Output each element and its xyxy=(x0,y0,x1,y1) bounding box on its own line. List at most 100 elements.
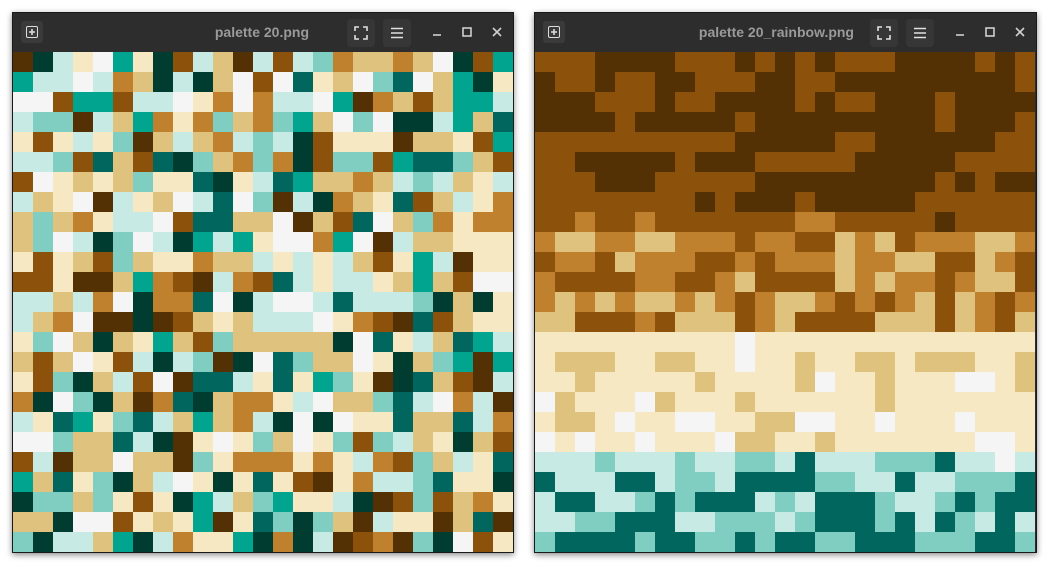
pixel xyxy=(955,312,975,332)
pixel xyxy=(975,492,995,512)
pixel xyxy=(93,352,113,372)
pixel xyxy=(695,272,715,292)
pixel xyxy=(595,312,615,332)
pixel xyxy=(815,152,835,172)
pixel xyxy=(353,332,373,352)
pixel xyxy=(13,112,33,132)
pixel xyxy=(955,72,975,92)
fullscreen-button[interactable] xyxy=(347,19,375,47)
pixel xyxy=(875,412,895,432)
fullscreen-icon xyxy=(877,26,891,40)
pixel xyxy=(615,332,635,352)
pixel xyxy=(393,412,413,432)
pixel xyxy=(333,52,353,72)
pixel xyxy=(535,532,555,552)
menu-button[interactable] xyxy=(906,19,934,47)
pixel xyxy=(935,172,955,192)
pixel xyxy=(353,352,373,372)
image-canvas-rainbow[interactable] xyxy=(535,52,1035,552)
close-button[interactable] xyxy=(487,22,507,42)
pixel xyxy=(33,372,53,392)
pixel xyxy=(253,212,273,232)
pixel xyxy=(755,252,775,272)
pixel xyxy=(93,132,113,152)
pixel xyxy=(333,132,353,152)
pixel xyxy=(655,212,675,232)
pixel xyxy=(655,272,675,292)
pixel xyxy=(373,492,393,512)
pixel xyxy=(555,392,575,412)
pixel xyxy=(1015,532,1035,552)
pixel xyxy=(815,372,835,392)
pixel xyxy=(1015,492,1035,512)
title-bar[interactable]: palette 20_rainbow.png xyxy=(535,13,1036,52)
pixel xyxy=(635,72,655,92)
menu-button[interactable] xyxy=(383,19,411,47)
pixel xyxy=(293,392,313,412)
pixel xyxy=(535,492,555,512)
pixel xyxy=(333,152,353,172)
pixel xyxy=(253,352,273,372)
pixel xyxy=(715,132,735,152)
pixel xyxy=(53,532,73,552)
pixel xyxy=(715,412,735,432)
pixel xyxy=(53,472,73,492)
pixel xyxy=(353,292,373,312)
pixel xyxy=(675,512,695,532)
pixel xyxy=(895,452,915,472)
pixel xyxy=(555,492,575,512)
pixel xyxy=(915,452,935,472)
pixel xyxy=(353,52,373,72)
pixel xyxy=(715,372,735,392)
pixel xyxy=(13,192,33,212)
pixel xyxy=(133,192,153,212)
pixel xyxy=(735,312,755,332)
pixel xyxy=(855,352,875,372)
new-tab-button[interactable] xyxy=(543,21,565,43)
pixel xyxy=(133,292,153,312)
pixel xyxy=(935,332,955,352)
close-button[interactable] xyxy=(1010,22,1030,42)
pixel xyxy=(193,472,213,492)
pixel xyxy=(715,492,735,512)
fullscreen-button[interactable] xyxy=(870,19,898,47)
pixel xyxy=(715,72,735,92)
pixel xyxy=(735,172,755,192)
pixel xyxy=(695,412,715,432)
pixel xyxy=(353,432,373,452)
pixel xyxy=(735,332,755,352)
pixel xyxy=(895,232,915,252)
minimize-button[interactable] xyxy=(427,22,447,42)
minimize-button[interactable] xyxy=(950,22,970,42)
pixel xyxy=(775,312,795,332)
pixel xyxy=(493,532,513,552)
pixel xyxy=(453,132,473,152)
pixel xyxy=(1015,392,1035,412)
pixel xyxy=(595,532,615,552)
maximize-button[interactable] xyxy=(457,22,477,42)
pixel xyxy=(353,372,373,392)
pixel xyxy=(575,332,595,352)
pixel xyxy=(875,192,895,212)
pixel xyxy=(635,512,655,532)
window-title: palette 20.png xyxy=(214,24,309,40)
pixel xyxy=(393,52,413,72)
pixel xyxy=(975,312,995,332)
image-canvas-random[interactable] xyxy=(13,52,513,552)
pixel xyxy=(153,492,173,512)
window-title: palette 20_rainbow.png xyxy=(698,24,854,40)
pixel xyxy=(173,332,193,352)
title-bar[interactable]: palette 20.png xyxy=(13,13,513,52)
pixel xyxy=(333,472,353,492)
pixel xyxy=(555,452,575,472)
pixel xyxy=(473,312,493,332)
minimize-icon xyxy=(433,34,441,36)
maximize-button[interactable] xyxy=(980,22,1000,42)
pixel xyxy=(33,212,53,232)
pixel xyxy=(93,432,113,452)
pixel xyxy=(353,312,373,332)
pixel xyxy=(695,132,715,152)
new-tab-button[interactable] xyxy=(21,21,43,43)
pixel xyxy=(173,72,193,92)
pixel xyxy=(975,352,995,372)
